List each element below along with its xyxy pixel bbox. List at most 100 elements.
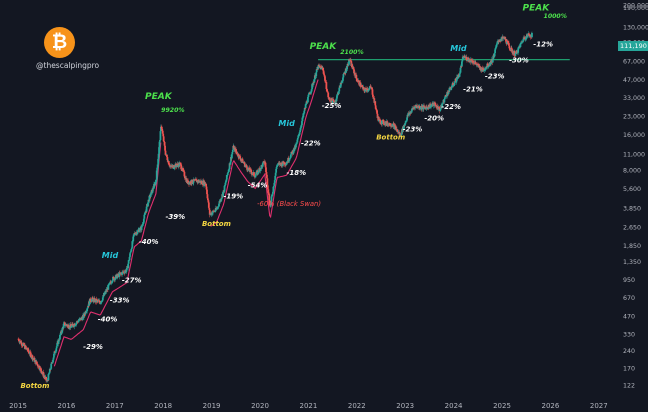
- candle-body: [296, 137, 299, 140]
- candle-body: [89, 298, 91, 305]
- candle-body: [75, 323, 77, 325]
- candle-body: [271, 193, 274, 195]
- candle-body: [290, 151, 293, 155]
- candle-body: [360, 86, 362, 88]
- candle-body: [36, 363, 39, 365]
- candle-body: [158, 147, 160, 154]
- candle-body: [372, 96, 375, 99]
- candle-body: [250, 172, 253, 175]
- candle-body: [39, 367, 42, 369]
- annotation-peak_small: 1000%: [544, 13, 567, 20]
- candle-body: [301, 121, 303, 125]
- candle-body: [301, 117, 304, 122]
- candle-body: [116, 275, 119, 279]
- parabolic-trendline: [53, 142, 162, 367]
- candle-body: [435, 105, 437, 107]
- candle-body: [438, 107, 441, 110]
- candle-body: [496, 43, 498, 45]
- candle-body: [191, 183, 194, 184]
- candle-body: [518, 46, 520, 48]
- candle-body: [416, 105, 419, 108]
- candle-body: [376, 110, 378, 114]
- candle-body: [114, 275, 117, 278]
- candle-body: [375, 109, 378, 111]
- candle-body: [400, 134, 403, 136]
- candle-body: [423, 105, 425, 107]
- candle-body: [341, 81, 343, 83]
- candle-body: [459, 72, 461, 74]
- candle-body: [452, 83, 455, 86]
- candle-body: [335, 98, 338, 102]
- candle-body: [295, 142, 298, 144]
- candle-body: [238, 155, 241, 157]
- candle-body: [275, 168, 278, 173]
- candle-body: [295, 143, 298, 145]
- candle-body: [111, 280, 114, 283]
- candle-body: [298, 134, 301, 136]
- candle-body: [273, 180, 276, 183]
- candle-body: [149, 194, 152, 197]
- candle-body: [260, 165, 263, 169]
- candle-body: [368, 87, 371, 89]
- candle-body: [374, 105, 377, 109]
- annotation-pct: -19%: [224, 193, 244, 201]
- candle-body: [522, 39, 525, 42]
- candle-body: [303, 110, 306, 114]
- candle-body: [75, 322, 78, 324]
- candle-body: [505, 39, 508, 43]
- candle-body: [376, 113, 379, 119]
- candle-body: [342, 74, 345, 78]
- candle-body: [183, 171, 186, 177]
- candle-body: [168, 164, 171, 166]
- candle-body: [506, 41, 508, 44]
- candle-body: [130, 248, 133, 252]
- annotation-pct: -54%: [248, 182, 268, 190]
- candle-body: [516, 50, 519, 53]
- candle-body: [225, 174, 228, 180]
- candle-body: [317, 64, 320, 69]
- candle-body: [241, 158, 244, 163]
- candles: [17, 31, 533, 383]
- candle-body: [105, 289, 108, 292]
- candle-body: [355, 78, 358, 82]
- candle-body: [312, 81, 315, 85]
- author-handle: @thescalpingpro: [36, 61, 100, 70]
- candle-body: [272, 191, 274, 194]
- y-tick-label: 950: [623, 277, 635, 284]
- candle-body: [87, 305, 90, 307]
- candle-body: [155, 170, 158, 180]
- candle-body: [509, 48, 512, 51]
- candle-body: [142, 222, 145, 224]
- candle-body: [62, 323, 65, 329]
- candle-body: [27, 350, 30, 352]
- candle-body: [461, 58, 464, 62]
- candle-body: [287, 158, 290, 162]
- candle-body: [128, 256, 131, 261]
- candle-body: [191, 179, 194, 184]
- x-tick-label: 2023: [396, 402, 414, 410]
- candle-body: [58, 339, 61, 341]
- annotation-mid: Mid: [102, 251, 119, 260]
- candle-body: [18, 339, 20, 342]
- candle-body: [331, 98, 333, 101]
- candle-body: [334, 102, 337, 104]
- candle-body: [152, 188, 155, 190]
- y-tick-label: 122: [623, 383, 635, 390]
- candle-body: [434, 102, 437, 105]
- candle-body: [131, 241, 134, 248]
- candle-body: [491, 59, 494, 63]
- candle-body: [25, 347, 28, 350]
- candle-body: [326, 91, 329, 93]
- y-tick-label: 16,000: [623, 132, 645, 139]
- annotation-pct: -21%: [463, 86, 483, 94]
- candle-body: [307, 97, 309, 103]
- annotation-peak: PEAK: [523, 3, 551, 13]
- candle-body: [514, 55, 516, 57]
- candle-body: [340, 82, 343, 84]
- y-tick-label: 470: [623, 313, 635, 320]
- candle-body: [237, 153, 240, 157]
- candle-body: [86, 308, 89, 312]
- annotation-pct: -29%: [83, 343, 103, 351]
- candle-body: [72, 324, 75, 327]
